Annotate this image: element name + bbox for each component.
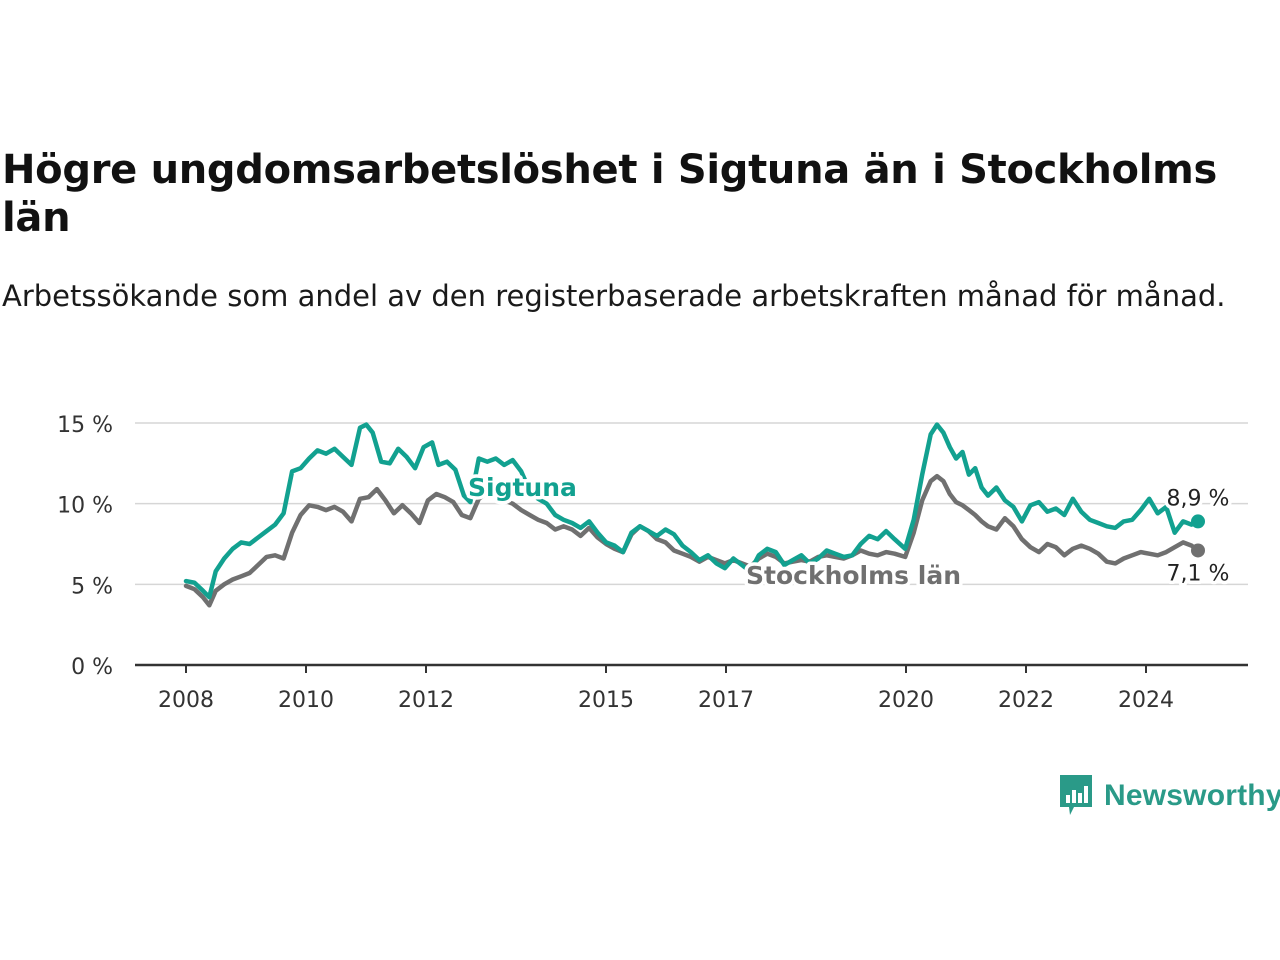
series-line-stockholms-lan <box>183 473 1201 608</box>
end-value-sigtuna-halo: 8,9 % <box>1167 486 1230 511</box>
y-tick-label: 15 % <box>57 413 113 438</box>
x-axis: 2008 2010 2012 2015 2017 2020 2022 2024 <box>135 663 1248 713</box>
series-label-stockholms-lan: Stockholms län <box>746 561 961 590</box>
series-end-point <box>1191 514 1205 529</box>
x-tick-label: 2010 <box>278 688 334 713</box>
newsworthy-logo: Newsworthy <box>1058 772 1280 820</box>
x-tick-label: 2017 <box>698 688 754 713</box>
series-label-sigtuna: Sigtuna <box>468 473 577 502</box>
chart-subtitle: Arbetssökande som andel av den registerb… <box>2 279 1226 313</box>
gridlines <box>135 422 1248 586</box>
end-value-stockholms-lan-halo: 7,1 % <box>1167 561 1230 586</box>
x-tick-label: 2024 <box>1118 688 1174 713</box>
x-tick-label: 2015 <box>578 688 634 713</box>
brand-name: Newsworthy <box>1104 779 1280 812</box>
y-tick-label: 0 % <box>71 655 113 680</box>
x-tick-label: 2020 <box>878 688 934 713</box>
y-tick-label: 10 % <box>57 494 113 519</box>
line-chart: 0 %5 %10 %15 % 2008 2010 2012 2015 2017 2020 2… <box>57 413 1248 713</box>
series-label-stockholms-lan-halo: Stockholms län <box>746 561 961 590</box>
x-tick-label: 2008 <box>158 688 214 713</box>
end-value-stockholms-lan: 7,1 % <box>1167 561 1230 586</box>
chart-title: Högre ungdomsarbetslöshet i Sigtuna än i… <box>2 147 1218 241</box>
y-axis-tick-labels: 0 % 5 % 10 % 15 % <box>57 413 113 680</box>
x-tick-label: 2022 <box>998 688 1054 713</box>
newsworthy-logo-icon <box>1060 775 1092 815</box>
series-line-sigtuna <box>183 422 1201 600</box>
y-tick-label: 5 % <box>71 574 113 599</box>
series-end-point <box>1191 543 1205 558</box>
series-lines <box>183 422 1205 608</box>
x-tick-label: 2012 <box>398 688 454 713</box>
series-label-sigtuna-halo: Sigtuna <box>468 473 577 502</box>
end-value-sigtuna: 8,9 % <box>1167 486 1230 511</box>
